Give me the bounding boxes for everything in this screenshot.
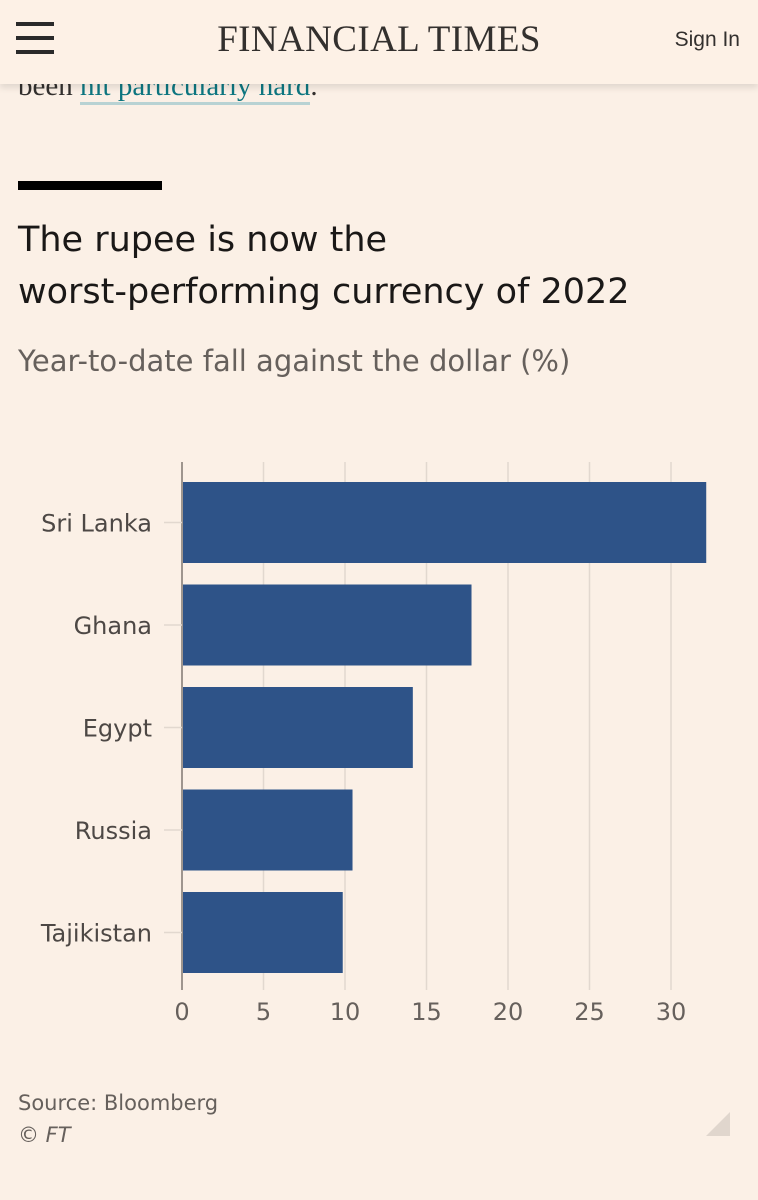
bar [183, 687, 413, 768]
bar [183, 584, 472, 666]
resize-handle-icon[interactable] [706, 1112, 730, 1136]
x-tick-label: 5 [256, 998, 271, 1026]
chart-source: Source: Bloomberg © FT [18, 1087, 218, 1151]
category-label: Egypt [83, 715, 152, 743]
bar [183, 789, 353, 871]
category-label: Russia [75, 817, 152, 845]
category-label: Tajikistan [40, 920, 152, 948]
category-label: Ghana [74, 612, 152, 640]
copyright-text: © FT [18, 1123, 71, 1147]
sign-in-link[interactable]: Sign In [674, 28, 740, 51]
bar [183, 892, 343, 973]
x-tick-label: 25 [574, 998, 605, 1026]
ft-logo[interactable]: FINANCIAL TIMES [217, 19, 541, 60]
x-tick-label: 20 [493, 998, 524, 1026]
bar [183, 482, 707, 563]
source-text: Source: Bloomberg [18, 1091, 219, 1115]
x-tick-label: 0 [174, 998, 189, 1026]
chart-title-line-1: The rupee is now the [18, 220, 388, 260]
article-trail-text: . [310, 70, 318, 102]
bar-chart: 0 5 10 15 20 25 30 Sri Lanka Ghana Egypt Russia Taj… [40, 462, 707, 1026]
chart-title-line-2: worst-performing currency of 2022 [18, 272, 630, 312]
menu-icon[interactable] [16, 22, 54, 54]
chart-top-rule [18, 181, 162, 190]
chart-subtitle: Year-to-date fall against the dollar (%) [18, 344, 571, 378]
chart-title: The rupee is now the worst-performing cu… [18, 214, 718, 318]
category-label: Sri Lanka [41, 510, 152, 538]
x-tick-label: 10 [330, 998, 361, 1026]
top-navigation-bar: FINANCIAL TIMES Sign In [0, 0, 758, 84]
x-tick-label: 30 [656, 998, 687, 1026]
x-tick-label: 15 [411, 998, 442, 1026]
